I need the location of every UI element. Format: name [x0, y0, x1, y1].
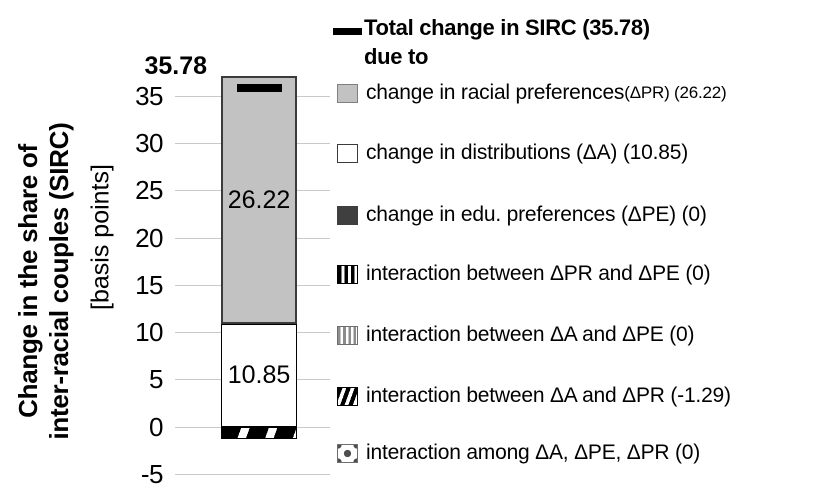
legend-title: Total change in SIRC (35.78) due to — [333, 13, 650, 71]
y-axis-title-line1: Change in the share of — [13, 144, 43, 418]
y-tick-label: 25 — [135, 175, 163, 206]
y-axis-title-line2: inter-racial couples (SIRC) — [44, 122, 74, 440]
dark-fill-swatch-icon — [337, 205, 358, 225]
total-line-icon — [333, 28, 362, 35]
y-tick-label: -5 — [140, 459, 164, 489]
legend-item-note: (ΔPR) (26.22) — [624, 83, 727, 102]
legend-title-line1: Total change in SIRC (35.78) — [364, 15, 650, 40]
gray-vertical-stripes-swatch-icon — [337, 325, 358, 345]
bar-segment-value-distributions: 10.85 — [227, 361, 291, 390]
y-tick-label: 35 — [135, 80, 163, 111]
legend-item-label: change in edu. preferences (ΔPE) (0) — [366, 203, 707, 226]
bar-segment-interaction-da-dpr — [221, 426, 297, 439]
y-tick-label: 30 — [135, 127, 163, 158]
y-axis-title: Change in the share of inter-racial coup… — [13, 123, 75, 440]
bar-segment-distributions — [221, 324, 297, 427]
gridline — [175, 474, 330, 475]
dotted-checker-swatch-icon — [337, 443, 358, 463]
white-fill-swatch-icon — [337, 143, 358, 163]
legend-item-interaction-dpr-dpe: interaction between ΔPR and ΔPE (0) — [337, 259, 711, 289]
y-tick-label: 10 — [135, 317, 163, 348]
legend-item-distributions: change in distributions (ΔA) (10.85) — [337, 138, 688, 168]
legend-item-racial-preferences: change in racial preferences (ΔPR) (26.2… — [337, 78, 727, 108]
black-vertical-stripes-swatch-icon — [337, 264, 358, 284]
legend-item-interaction-da-dpr: interaction between ΔA and ΔPR (-1.29) — [337, 381, 731, 411]
total-value-label: 35.78 — [144, 52, 207, 80]
legend-item-label: interaction between ΔA and ΔPE (0) — [366, 323, 695, 346]
y-tick-label: 20 — [135, 222, 163, 253]
legend-item-label: interaction among ΔA, ΔPE, ΔPR (0) — [366, 441, 701, 464]
legend-item-label: interaction between ΔA and ΔPR (-1.29) — [366, 384, 731, 407]
y-tick-label: 0 — [149, 411, 163, 442]
stacked-bar: 26.22 10.85 — [221, 0, 297, 493]
bar-segment-value-racial-preferences: 26.22 — [227, 186, 291, 215]
legend-item-interaction-da-dpe-dpr: interaction among ΔA, ΔPE, ΔPR (0) — [337, 438, 700, 468]
legend-item-edu-preferences: change in edu. preferences (ΔPE) (0) — [337, 200, 707, 230]
total-change-marker — [237, 84, 282, 93]
legend-item-label: interaction between ΔPR and ΔPE (0) — [366, 262, 711, 285]
bar-segment-racial-preferences — [221, 76, 297, 325]
legend-item-label: change in racial preferences — [366, 81, 625, 104]
y-tick-label: 5 — [149, 364, 163, 395]
legend: change in racial preferences (ΔPR) (26.2… — [337, 0, 830, 493]
gray-fill-swatch-icon — [337, 83, 358, 103]
legend-item-interaction-da-dpe: interaction between ΔA and ΔPE (0) — [337, 320, 694, 350]
legend-title-text: Total change in SIRC (35.78) due to — [364, 13, 650, 71]
black-diagonal-stripes-swatch-icon — [337, 386, 358, 406]
legend-title-line2: due to — [364, 44, 429, 69]
legend-item-label: change in distributions (ΔA) (10.85) — [366, 141, 688, 164]
y-tick-label: 15 — [135, 269, 163, 300]
